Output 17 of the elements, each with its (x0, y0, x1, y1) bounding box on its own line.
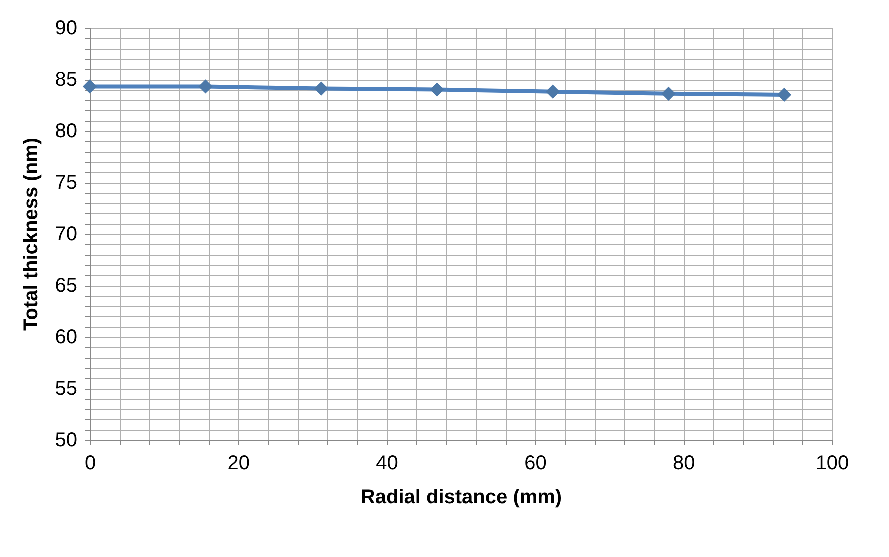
y-tick-label: 80 (55, 120, 78, 142)
x-tick-label: 80 (672, 452, 696, 474)
y-tick-label: 70 (55, 224, 78, 246)
x-tick-label: 0 (84, 452, 96, 474)
y-tick-label: 65 (55, 275, 78, 297)
x-tick-label: 40 (376, 452, 398, 474)
y-axis-title: Total thickness (nm) (20, 138, 42, 331)
x-axis-title: Radial distance (mm) (360, 486, 562, 508)
y-tick-label: 50 (55, 430, 78, 452)
x-tick-label: 20 (228, 452, 250, 474)
x-tick-label: 60 (524, 452, 547, 474)
y-tick-label: 90 (55, 18, 78, 40)
y-tick-label: 75 (55, 172, 78, 194)
y-tick-label: 55 (55, 378, 78, 400)
y-tick-label: 85 (55, 69, 78, 91)
y-tick-label: 60 (55, 326, 78, 348)
x-tick-label: 100 (816, 452, 850, 474)
